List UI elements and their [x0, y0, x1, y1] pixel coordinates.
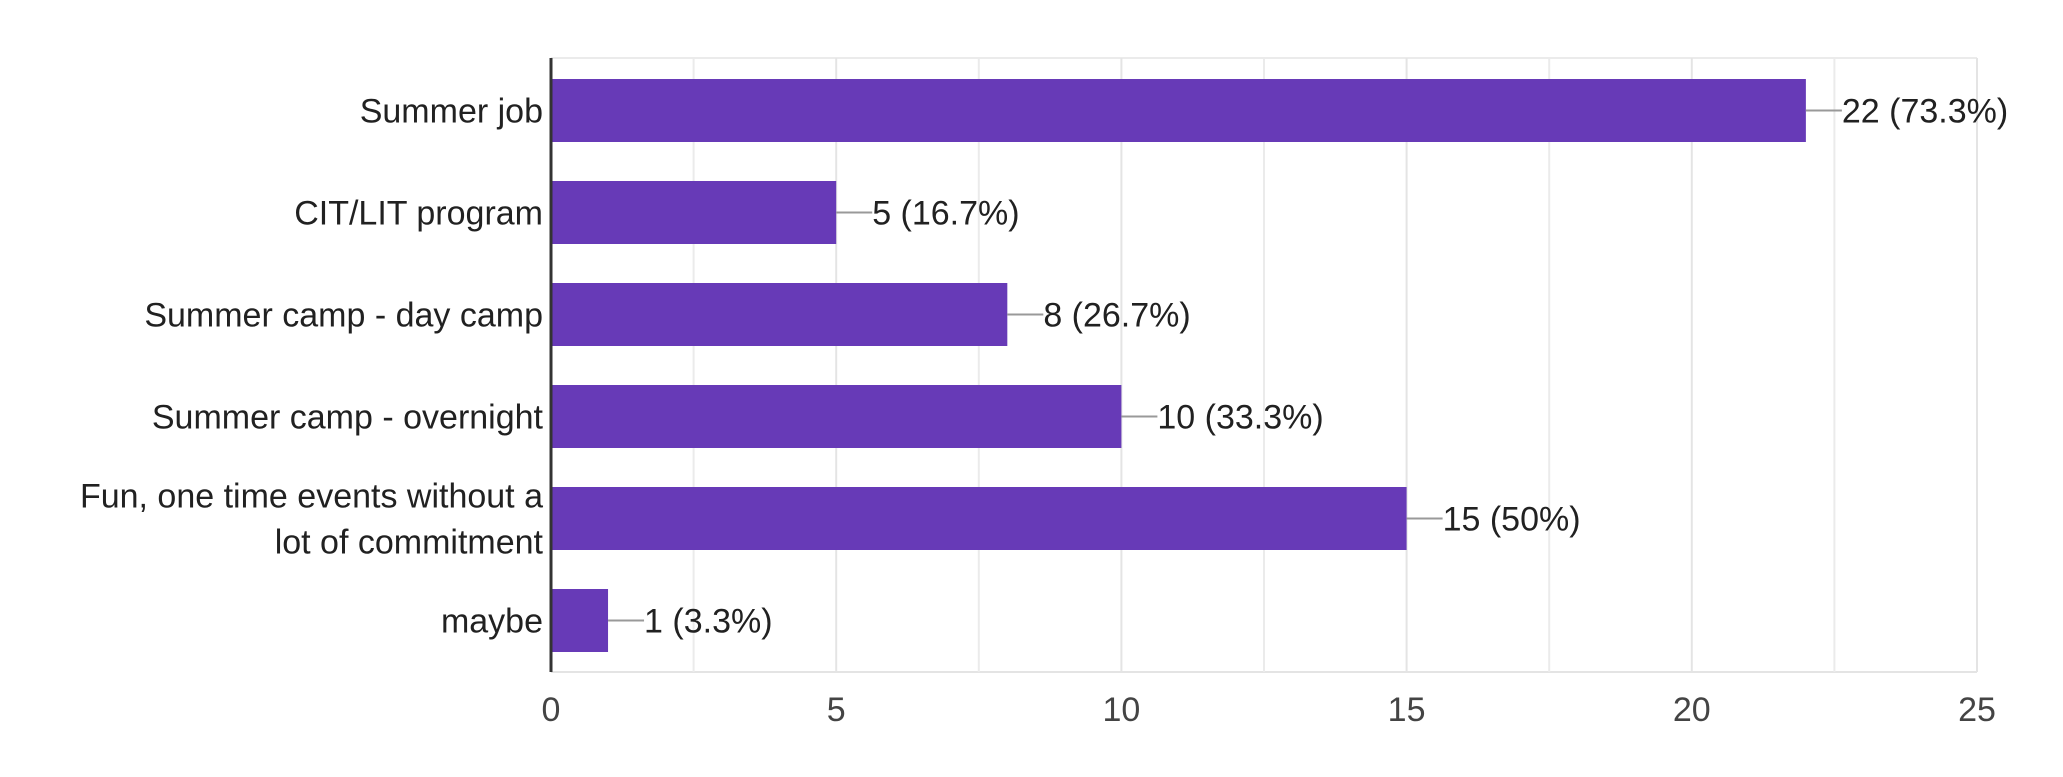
data-label: 5 (16.7%) [872, 195, 1019, 233]
category-label: Summer camp - overnight [152, 399, 544, 437]
bar [551, 181, 837, 244]
bar [551, 487, 1407, 550]
x-tick-label: 25 [1958, 691, 1996, 729]
bar [551, 385, 1122, 448]
category-label-line: Summer camp - overnight [152, 399, 544, 437]
data-label: 1 (3.3%) [644, 603, 773, 641]
category-labels: Summer job CIT/LIT program Summer camp - d… [80, 93, 544, 641]
data-label: 15 (50%) [1443, 501, 1581, 539]
x-tick-label: 15 [1388, 691, 1426, 729]
gridlines [551, 57, 1978, 673]
category-label-line: lot of commitment [275, 524, 544, 562]
x-tick-label: 10 [1102, 691, 1140, 729]
data-label: 8 (26.7%) [1043, 297, 1190, 335]
bar [551, 79, 1806, 142]
x-tick-label: 0 [542, 691, 561, 729]
category-label: maybe [441, 603, 543, 641]
category-label-line: CIT/LIT program [294, 195, 543, 233]
category-label: Fun, one time events without a lot of com… [80, 478, 544, 562]
bar [551, 589, 609, 652]
bars: 22 (73.3%) 5 (16.7%) 8 (26.7%) 10 (33.3%) 15… [551, 79, 2008, 652]
x-tick-label: 20 [1673, 691, 1711, 729]
category-label-line: Summer camp - day camp [144, 297, 543, 335]
x-tick-label: 5 [827, 691, 846, 729]
category-label: Summer camp - day camp [144, 297, 543, 335]
category-label-line: Fun, one time events without a [80, 478, 543, 516]
data-label: 22 (73.3%) [1842, 93, 2008, 131]
data-label: 10 (33.3%) [1157, 399, 1323, 437]
bar [551, 283, 1008, 346]
category-label-line: Summer job [360, 93, 543, 131]
category-label: CIT/LIT program [294, 195, 543, 233]
category-label: Summer job [360, 93, 543, 131]
x-axis-ticks: 0 5 10 15 20 25 [542, 691, 1996, 729]
category-label-line: maybe [441, 603, 543, 641]
